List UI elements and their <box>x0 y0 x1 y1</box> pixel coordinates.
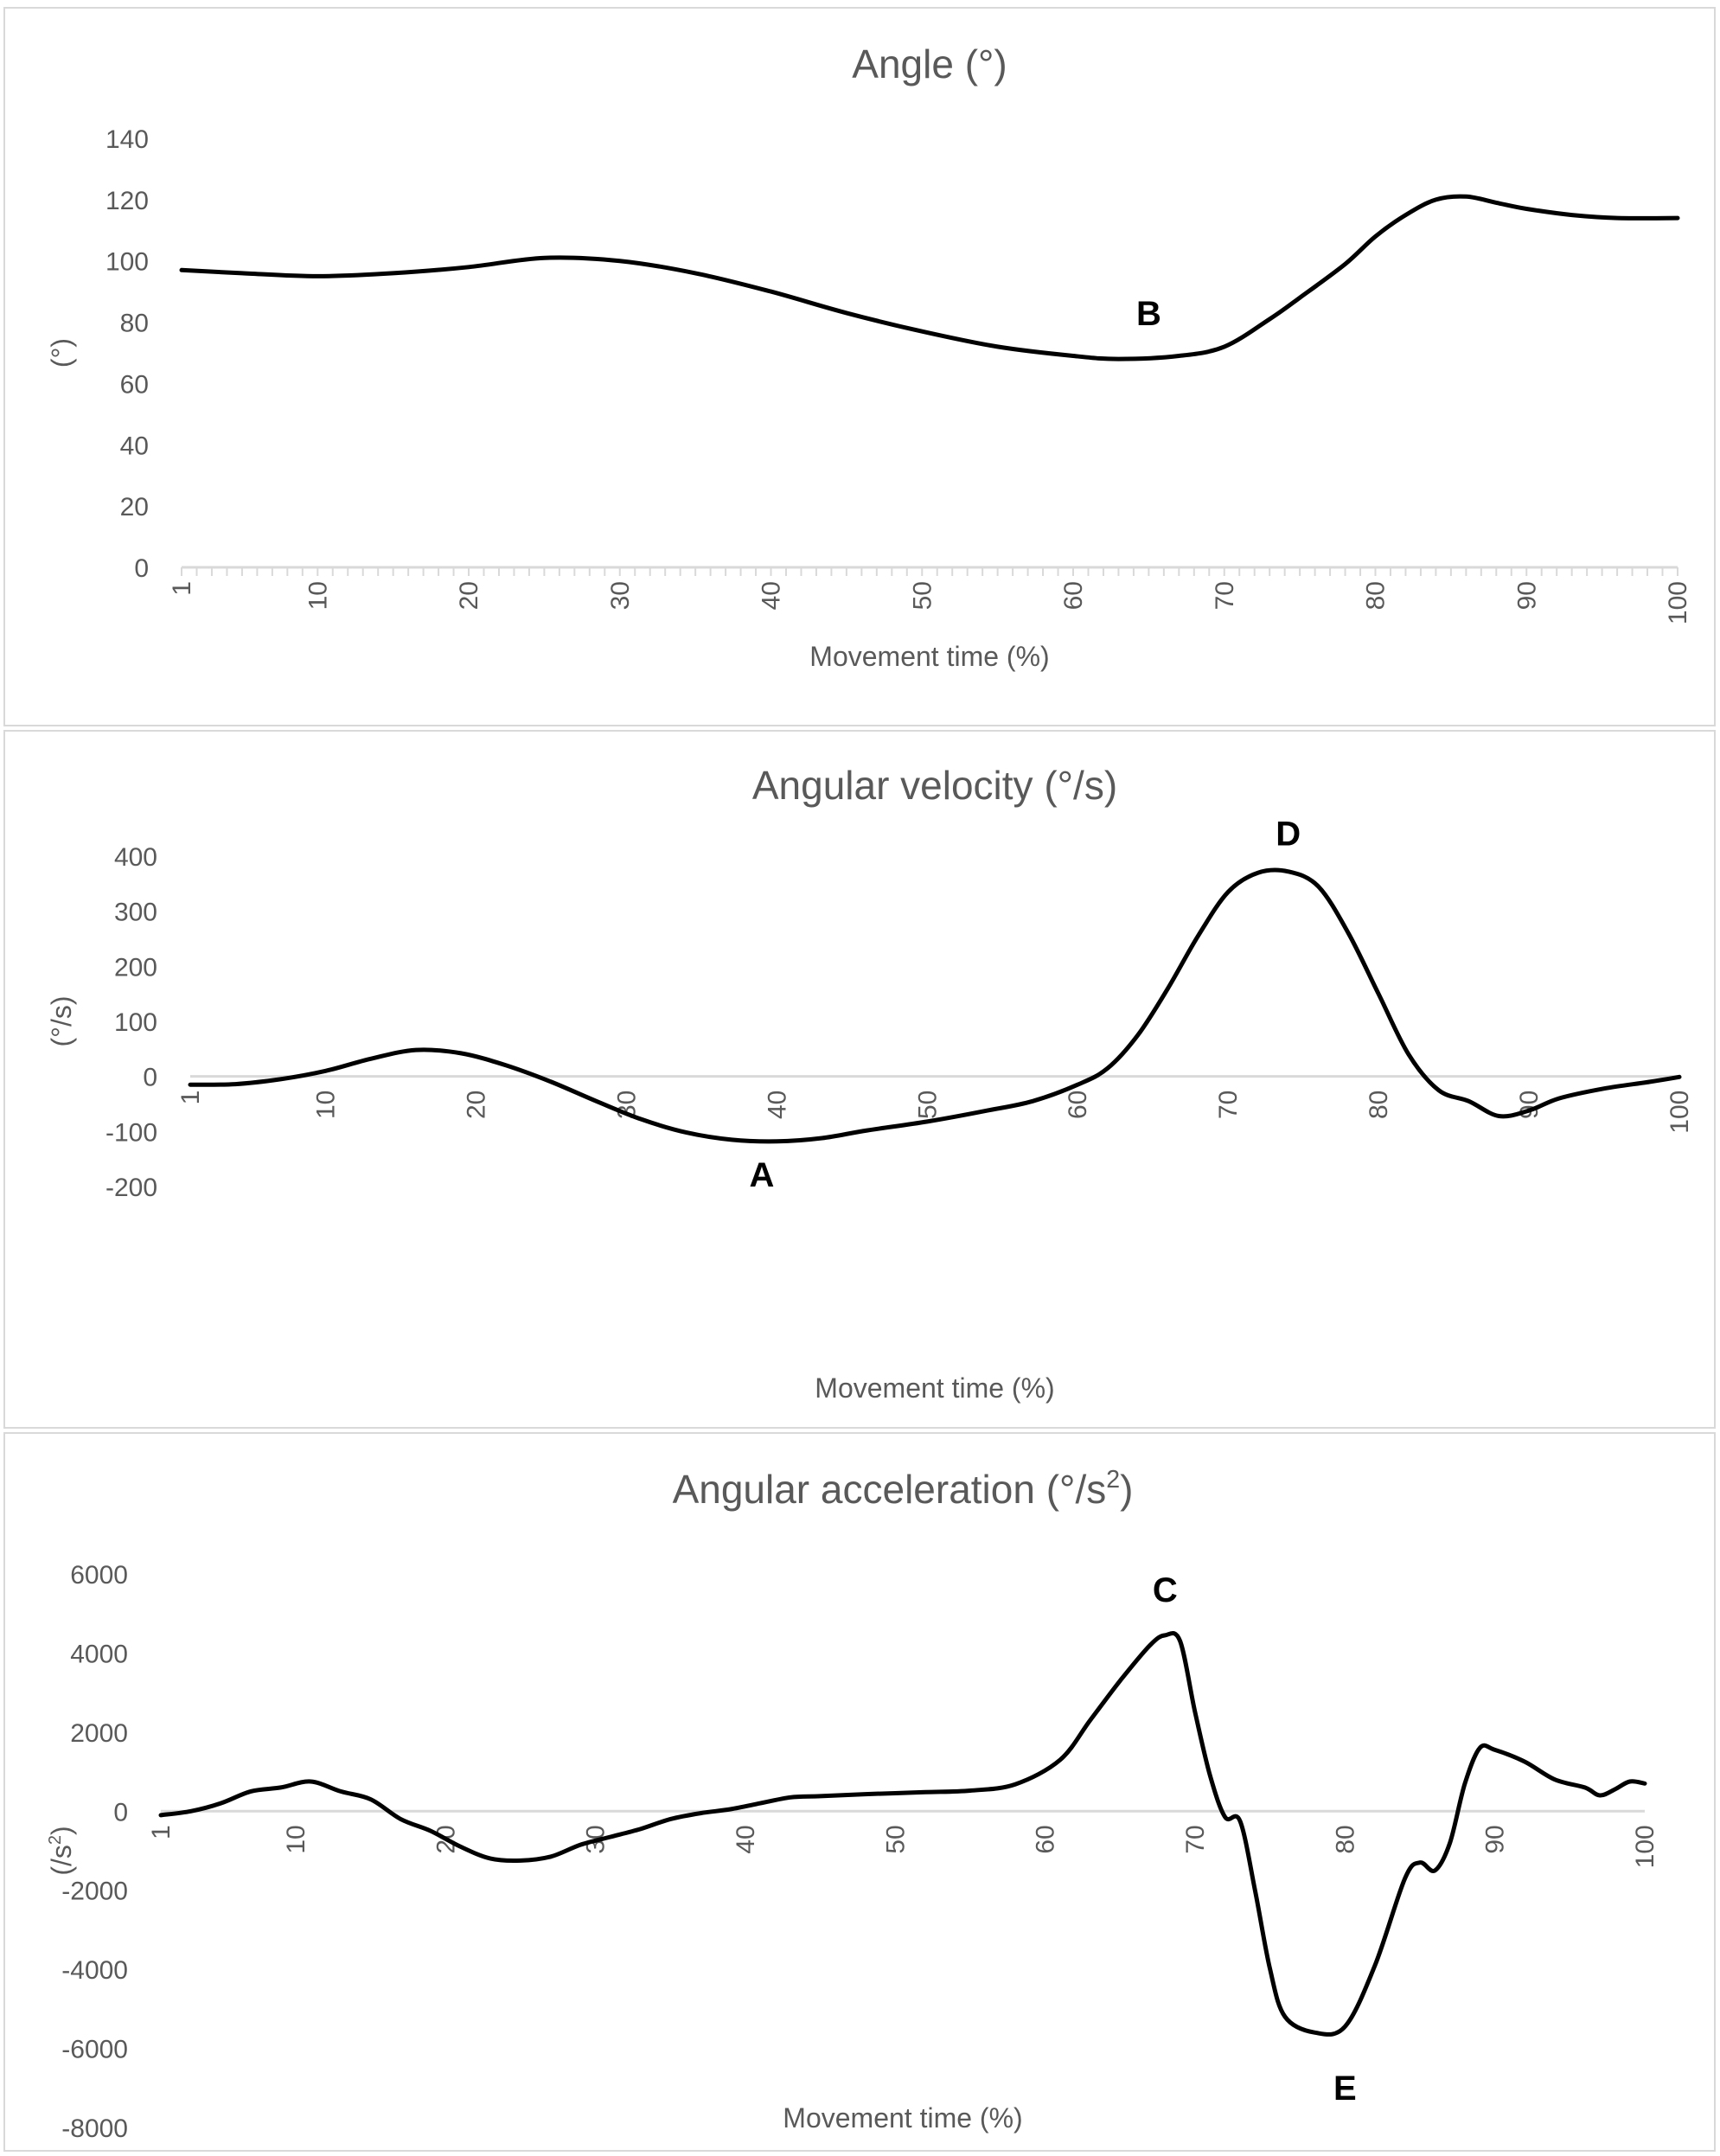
x-tick-label: 50 <box>881 1825 910 1853</box>
x-tick-label: 40 <box>758 581 786 610</box>
y-axis-title: (°/s) <box>46 996 77 1047</box>
x-tick-label: 100 <box>1631 1825 1659 1868</box>
y-axis-title: (/s2) <box>46 1826 77 1875</box>
chart-panel-velocity: Angular velocity (°/s) -200 -100 0 100 200 300… <box>3 730 1716 1429</box>
chart-angle: Angle (°) 0 20 40 60 80 100 120 140 1 10 20 30 40 50 60… <box>46 42 1692 672</box>
x-tick-label: 20 <box>455 581 483 610</box>
y-tick-label: 300 <box>114 899 157 927</box>
series-line <box>188 867 1682 1144</box>
x-tick-label: 1 <box>176 1091 205 1105</box>
x-tick-label: 60 <box>1032 1825 1060 1853</box>
y-tick-label: -6000 <box>61 2036 128 2064</box>
x-tick-label: 30 <box>606 581 635 610</box>
x-tick-label: 20 <box>462 1091 490 1119</box>
chart-panel-acceleration: Angular acceleration (°/s2) -8000 -6000 -40… <box>3 1432 1716 2152</box>
x-tick-label: 90 <box>1512 581 1541 610</box>
x-axis-title: Movement time (%) <box>809 641 1049 672</box>
x-tick-label: 70 <box>1214 1091 1243 1119</box>
x-axis-title: Movement time (%) <box>815 1372 1054 1404</box>
x-tick-label: 70 <box>1211 581 1239 610</box>
annotation-label: D <box>1276 815 1301 853</box>
chart-panel-angle: Angle (°) 0 20 40 60 80 100 120 140 1 10 20 30 40 50 60… <box>3 7 1716 726</box>
y-tick-label: 0 <box>134 554 149 583</box>
x-tick-label: 1 <box>147 1825 176 1839</box>
y-tick-label: 2000 <box>70 1719 128 1748</box>
chart-title: Angular acceleration (°/s2) <box>673 1466 1134 1512</box>
y-tick-label: 20 <box>120 493 149 521</box>
annotation-label: A <box>750 1156 775 1194</box>
x-tick-label: 100 <box>1664 581 1692 624</box>
y-tick-label: 4000 <box>70 1640 128 1668</box>
y-tick-label: 0 <box>113 1798 128 1827</box>
y-tick-label: 120 <box>106 187 149 215</box>
series-line <box>158 1630 1647 2037</box>
y-tick-label: 200 <box>114 953 157 982</box>
x-tick-label: 80 <box>1362 581 1391 610</box>
x-tick-label: 10 <box>304 581 332 610</box>
y-tick-label: 140 <box>106 125 149 154</box>
chart-title: Angle (°) <box>852 42 1007 86</box>
x-tick-label: 10 <box>282 1825 310 1853</box>
annotation-label: C <box>1153 1571 1178 1609</box>
x-tick-label: 80 <box>1331 1825 1359 1853</box>
x-tick-label: 90 <box>1481 1825 1510 1853</box>
x-tick-label: 50 <box>908 581 937 610</box>
annotation-label: E <box>1333 2070 1357 2108</box>
y-tick-label: 100 <box>114 1008 157 1037</box>
y-tick-label: 40 <box>120 432 149 460</box>
y-tick-label: 400 <box>114 843 157 872</box>
y-axis-title: (°) <box>46 338 77 368</box>
x-tick-label: 50 <box>913 1091 942 1119</box>
x-tick-label: 70 <box>1181 1825 1210 1853</box>
y-tick-label: -4000 <box>61 1956 128 1985</box>
y-tick-label: -8000 <box>61 2114 128 2143</box>
chart-acceleration: Angular acceleration (°/s2) -8000 -6000 -40… <box>46 1466 1659 2143</box>
series-line <box>179 194 1680 361</box>
chart-title: Angular velocity (°/s) <box>752 763 1117 808</box>
y-tick-label: 60 <box>120 370 149 399</box>
y-tick-label: -2000 <box>61 1878 128 1906</box>
x-tick-label: 60 <box>1059 581 1088 610</box>
y-tick-label: 6000 <box>70 1561 128 1590</box>
y-tick-label: 100 <box>106 248 149 277</box>
x-tick-label: 100 <box>1666 1091 1694 1134</box>
x-tick-label: 10 <box>312 1091 341 1119</box>
y-tick-label: -200 <box>106 1174 157 1202</box>
y-tick-label: 0 <box>143 1064 157 1092</box>
y-tick-label: -100 <box>106 1118 157 1147</box>
annotation-label: B <box>1136 295 1161 333</box>
x-tick-label: 80 <box>1365 1091 1393 1119</box>
chart-velocity: Angular velocity (°/s) -200 -100 0 100 200 300… <box>46 763 1694 1404</box>
x-tick-label: 60 <box>1064 1091 1092 1119</box>
x-tick-label: 40 <box>763 1091 791 1119</box>
y-tick-label: 80 <box>120 310 149 338</box>
x-tick-label: 40 <box>732 1825 760 1853</box>
x-tick-label: 1 <box>168 581 196 596</box>
x-axis-title: Movement time (%) <box>783 2102 1022 2134</box>
